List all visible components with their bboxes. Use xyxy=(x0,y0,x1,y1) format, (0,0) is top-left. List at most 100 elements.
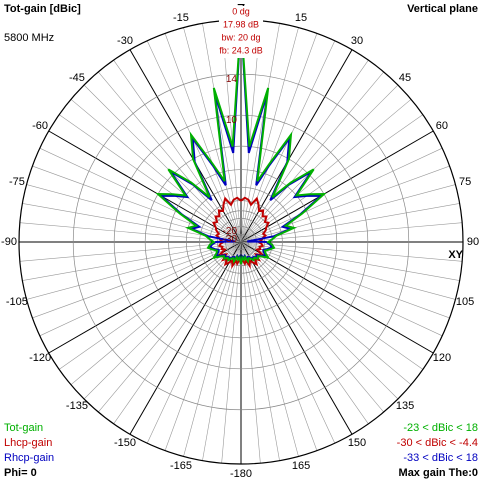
spoke xyxy=(240,27,299,243)
spoke xyxy=(240,241,412,385)
spoke xyxy=(240,71,384,243)
spoke xyxy=(202,23,242,243)
range-label: -23 < dBic < 18 xyxy=(403,422,478,434)
spoke xyxy=(240,23,280,243)
max-gain-label: Max gain The:0 xyxy=(399,467,478,479)
spoke xyxy=(58,114,242,243)
spoke xyxy=(83,241,242,400)
angle-tick-label: -105 xyxy=(6,296,28,308)
spoke xyxy=(26,241,242,300)
r-tick-label: 14 xyxy=(226,74,238,85)
angle-tick-label: -75 xyxy=(9,176,25,188)
spoke xyxy=(221,241,242,464)
info-text: 17.98 dB xyxy=(223,19,259,29)
legend-label: Lhcp-gain xyxy=(4,437,52,449)
spoke xyxy=(240,241,424,370)
spoke xyxy=(240,241,353,435)
spoke xyxy=(164,33,242,243)
angle-tick-label: -45 xyxy=(69,72,85,84)
phi-label: Phi= 0 xyxy=(4,467,37,479)
spoke xyxy=(19,241,242,262)
spoke xyxy=(32,241,242,319)
spoke xyxy=(240,241,460,281)
chart-title: Tot-gain [dBic] xyxy=(4,3,81,15)
spoke xyxy=(240,130,434,243)
spoke xyxy=(240,114,424,243)
grid-circle xyxy=(185,186,297,298)
spoke xyxy=(240,241,369,425)
spoke xyxy=(22,241,242,281)
spoke xyxy=(240,241,399,400)
grid-circle xyxy=(72,73,410,411)
spoke xyxy=(183,241,242,457)
grid-circle xyxy=(113,114,369,370)
angle-tick-label: -180 xyxy=(230,468,252,480)
spoke xyxy=(240,241,318,451)
spoke xyxy=(129,241,242,435)
angle-tick-label: -135 xyxy=(66,400,88,412)
spoke xyxy=(240,165,450,243)
spoke xyxy=(240,99,412,243)
angle-tick-label: 120 xyxy=(433,352,451,364)
angle-tick-label: 30 xyxy=(351,35,363,47)
gain-curve xyxy=(212,196,270,269)
horizon-label: XY xyxy=(448,249,463,261)
spoke xyxy=(183,27,242,243)
spoke xyxy=(32,165,242,243)
spoke xyxy=(98,241,242,413)
angle-tick-label: 75 xyxy=(459,176,471,188)
spoke xyxy=(70,241,242,385)
angle-tick-label: 45 xyxy=(399,72,411,84)
angle-tick-label: -60 xyxy=(32,120,48,132)
plane-label: Vertical plane xyxy=(407,3,478,15)
spoke xyxy=(240,147,443,243)
spoke xyxy=(39,147,242,243)
grid-circle xyxy=(209,210,273,274)
spoke xyxy=(240,241,456,300)
spoke xyxy=(58,241,242,370)
spoke xyxy=(240,241,336,444)
angle-tick-label: -120 xyxy=(29,352,51,364)
spoke xyxy=(240,241,434,354)
spoke xyxy=(240,241,450,319)
info-text: 0 dg xyxy=(232,6,250,16)
spoke xyxy=(240,33,318,243)
angle-tick-label: -30 xyxy=(117,35,133,47)
grid xyxy=(18,19,464,465)
angle-tick-label: 135 xyxy=(396,400,414,412)
angle-tick-label: -15 xyxy=(173,12,189,24)
spoke xyxy=(240,241,280,461)
angle-tick-label: 150 xyxy=(348,437,366,449)
grid-circle xyxy=(144,145,338,339)
angle-tick-label: -90 xyxy=(1,236,17,248)
spoke xyxy=(39,241,242,337)
range-label: -33 < dBic < 18 xyxy=(403,452,478,464)
angle-tick-label: -150 xyxy=(114,437,136,449)
r-tick-label: -30 xyxy=(223,234,238,245)
info-text: bw: 20 dg xyxy=(221,32,260,42)
angle-tick-label: 105 xyxy=(456,296,474,308)
spoke xyxy=(98,71,242,243)
spoke xyxy=(240,222,463,243)
info-box xyxy=(219,6,263,58)
spoke xyxy=(240,241,443,337)
angle-tick-label: 60 xyxy=(436,120,448,132)
r-tick-label: 10 xyxy=(226,115,238,126)
spoke xyxy=(113,241,242,425)
spoke xyxy=(146,241,242,444)
legend-label: Tot-gain xyxy=(4,422,43,434)
frequency-label: 5800 MHz xyxy=(4,32,54,44)
grid-circle xyxy=(168,169,314,315)
spoke xyxy=(240,184,456,243)
angle-tick-label: -165 xyxy=(170,460,192,472)
info-text: fb: 24.3 dB xyxy=(219,45,263,55)
range-label: -30 < dBic < -4.4 xyxy=(397,437,478,449)
angle-tick-label: 90 xyxy=(467,236,479,248)
spoke xyxy=(202,241,242,461)
spoke xyxy=(48,241,242,354)
spoke xyxy=(240,241,261,464)
legend-label: Rhcp-gain xyxy=(4,452,54,464)
angle-tick-label: 165 xyxy=(292,460,310,472)
